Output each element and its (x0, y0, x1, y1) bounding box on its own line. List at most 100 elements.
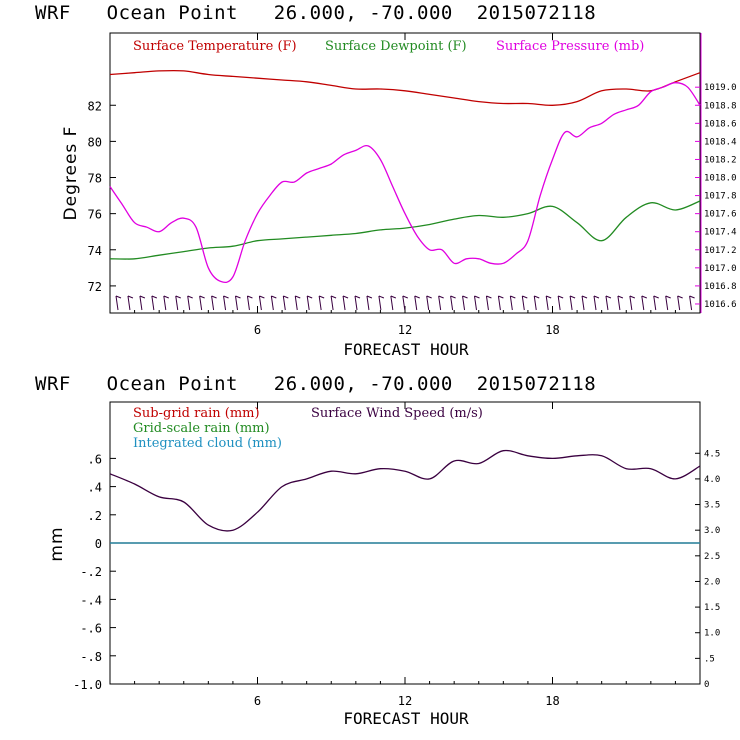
wind-barb (115, 295, 119, 311)
wind-barb-flag (307, 295, 313, 299)
series-line-surface-pressure (109, 82, 701, 284)
panel1-x-axis-label: FORECAST HOUR (343, 340, 469, 359)
series-line-surface-temperature (109, 69, 701, 106)
y-tick-label: -.4 (80, 593, 102, 607)
wind-barb (282, 295, 286, 311)
panel1-frame (109, 32, 701, 314)
y2-tick-label: 1016.8 (704, 282, 737, 292)
wind-barb-flag (486, 295, 492, 299)
wind-barb-flag (318, 295, 325, 299)
wind-barb (366, 295, 370, 311)
x-tick-label: 18 (545, 694, 559, 708)
wind-barb (270, 295, 274, 311)
y2-tick-label: 1017.8 (704, 192, 737, 202)
wind-barb (318, 295, 322, 311)
wind-barb (163, 295, 167, 311)
y-tick-label: -.2 (80, 565, 102, 579)
wind-barb-flag (354, 295, 361, 299)
wind-barb-flag (557, 295, 564, 299)
wind-barb-flag (414, 295, 420, 299)
wind-barb-flag (689, 295, 695, 299)
panel2-y-axis-label: mm (47, 526, 67, 561)
y2-tick-label: 2.5 (704, 552, 720, 562)
wind-barb-flag (139, 295, 146, 299)
wind-barb (187, 295, 191, 311)
wind-barb (390, 295, 394, 311)
wind-barb (533, 295, 537, 311)
x-tick-label: 6 (254, 694, 261, 708)
wind-barb (581, 295, 585, 311)
wind-barb-flag (342, 295, 349, 299)
wind-barb-flag (366, 295, 373, 299)
wind-barb (246, 295, 250, 311)
wind-barb-flag (605, 295, 612, 299)
y-tick-label: 0 (95, 537, 102, 551)
wind-barb-flag (677, 295, 683, 299)
x-tick-label: 12 (398, 694, 412, 708)
wind-barb (258, 295, 262, 311)
wind-barb (402, 295, 406, 311)
y2-tick-label: 4.0 (704, 475, 720, 485)
wind-barb (545, 295, 549, 311)
y2-tick-label: 1018.6 (704, 119, 737, 129)
legend-gridscale-rain: Grid-scale rain (mm) (133, 421, 270, 436)
y2-tick-label: 1018.2 (704, 155, 737, 165)
wind-barb-flag (546, 295, 552, 299)
y2-tick-label: 2.0 (704, 577, 720, 587)
panel-temperature: WRF Ocean Point 26.000, -70.000 20150721… (35, 2, 737, 359)
wind-barb-flag (175, 295, 181, 299)
legend-surface-dewpoint: Surface Dewpoint (F) (325, 39, 467, 54)
wind-barb-flag (115, 295, 122, 299)
y-tick-label: -.6 (80, 622, 102, 636)
y2-tick-label: 1019.0 (704, 83, 737, 93)
panel2-x-axis-label: FORECAST HOUR (343, 709, 469, 728)
wind-barb (605, 295, 609, 311)
y-tick-label: 72 (88, 280, 102, 294)
wind-barb-flag (581, 295, 588, 299)
wind-barb-flag (271, 295, 277, 299)
y-tick-label: -1.0 (73, 678, 102, 692)
wind-barb (557, 295, 561, 311)
y-tick-label: -.8 (80, 650, 102, 664)
y2-tick-label: 1017.6 (704, 210, 737, 220)
x-tick-label: 6 (254, 323, 261, 337)
wind-barb-flag (390, 295, 397, 299)
wind-barb (199, 295, 203, 311)
wind-barb (677, 295, 681, 311)
wind-barb (450, 295, 454, 311)
wind-barb-flag (510, 295, 516, 299)
y-tick-label: .2 (88, 509, 102, 523)
y2-tick-label: 1018.0 (704, 174, 737, 184)
wind-barb (497, 295, 501, 311)
y2-tick-label: 1018.8 (704, 101, 737, 111)
wind-barb-flag (462, 295, 468, 299)
wind-barb (151, 295, 155, 311)
wind-barb-flag (534, 295, 540, 299)
wind-barb-flag (498, 295, 504, 299)
wind-barb-flag (127, 295, 134, 299)
wind-barb-flag (295, 295, 301, 299)
y2-tick-label: 1018.4 (704, 137, 737, 147)
wind-barb (342, 295, 346, 311)
y-tick-label: 82 (88, 99, 102, 113)
wind-barb-flag (235, 295, 241, 299)
wind-barb-flag (438, 295, 444, 299)
panel2-title: WRF Ocean Point 26.000, -70.000 20150721… (35, 373, 596, 395)
y-tick-label: 76 (88, 208, 102, 222)
wind-barb-flag (450, 295, 456, 299)
wind-barb-flag (593, 295, 600, 299)
wind-barb (509, 295, 513, 311)
wind-barb (438, 295, 442, 311)
wind-barb-flag (283, 295, 289, 299)
wind-barb (653, 295, 657, 311)
y2-tick-label: 1016.6 (704, 300, 737, 310)
wind-barb (211, 295, 215, 311)
y-tick-label: 80 (88, 135, 102, 149)
y2-tick-label: 1.0 (704, 629, 720, 639)
x-tick-label: 18 (545, 323, 559, 337)
y2-tick-label: 3.0 (704, 526, 720, 536)
wind-barb-flag (474, 295, 480, 299)
wind-barb (139, 295, 143, 311)
wind-barb (294, 295, 298, 311)
